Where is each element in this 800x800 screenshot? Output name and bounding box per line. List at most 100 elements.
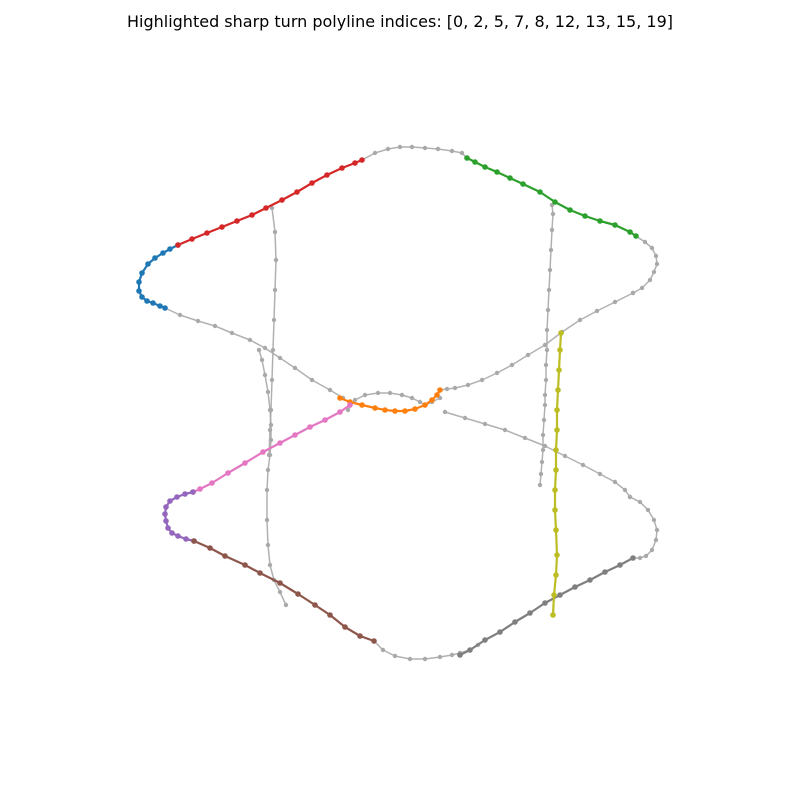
polyline-point	[437, 387, 443, 393]
polyline-point	[295, 591, 301, 597]
polyline-point	[190, 489, 196, 495]
polyline-point	[647, 277, 653, 283]
polyline-point	[546, 287, 552, 293]
polyline-point	[309, 377, 315, 383]
polyline-point	[654, 261, 660, 267]
polyline-point	[162, 305, 168, 311]
polyline-point	[552, 507, 558, 513]
polyline-point	[169, 530, 175, 536]
polyline-point	[234, 218, 240, 224]
polyline-point	[145, 261, 151, 267]
polyline-point	[339, 165, 345, 171]
highlighted-polyline-18	[457, 555, 636, 658]
polyline-point	[494, 370, 500, 376]
polyline-point	[209, 480, 215, 486]
polyline-point	[572, 584, 578, 590]
polyline-point	[553, 527, 559, 533]
polyline-point	[267, 562, 273, 568]
polyline-point	[249, 212, 255, 218]
polyline-point	[380, 647, 386, 653]
polyline-point	[269, 205, 275, 211]
polyline-point	[204, 230, 210, 236]
polyline-point	[322, 417, 328, 423]
polyline-point	[229, 330, 235, 336]
polyline-point	[409, 395, 415, 401]
polyline-point	[442, 409, 448, 415]
polyline-point	[649, 245, 655, 251]
polyline-point	[429, 397, 435, 403]
polyline-point	[283, 602, 289, 608]
polyline-point	[139, 270, 145, 276]
polyline-point	[557, 347, 563, 353]
polyline-point	[265, 467, 271, 473]
polyline-point	[409, 144, 415, 150]
polyline-point	[582, 213, 588, 219]
polyline-point	[543, 377, 549, 383]
polyline-point	[272, 229, 278, 235]
polyline-point	[502, 427, 508, 433]
polyline-point	[547, 267, 553, 273]
polyline-point	[270, 347, 276, 353]
polyline-point	[260, 449, 266, 455]
polyline-point	[167, 246, 173, 252]
polyline-point	[651, 269, 657, 275]
polyline-point	[525, 352, 531, 358]
polyline-point	[212, 323, 218, 329]
polyline-point	[562, 453, 568, 459]
polyline-point	[372, 150, 378, 156]
background-polyline-4	[345, 390, 443, 413]
polyline-point	[195, 318, 201, 324]
polyline-point	[612, 222, 618, 228]
polyline-point	[434, 392, 440, 398]
polyline-point	[542, 443, 548, 449]
background-polyline-1	[630, 233, 660, 296]
polyline-path	[258, 349, 287, 606]
polyline-point	[267, 452, 273, 458]
background-polyline-9	[266, 205, 279, 458]
polyline-point	[537, 189, 543, 195]
polyline-point	[459, 150, 465, 156]
polyline-point	[577, 317, 583, 323]
polyline-point	[242, 460, 248, 466]
polyline-point	[627, 494, 633, 500]
polyline-point	[444, 386, 450, 392]
polyline-point	[520, 181, 526, 187]
polyline-point	[554, 427, 560, 433]
polyline-point	[509, 362, 515, 368]
highlighted-polyline-11	[136, 242, 181, 311]
polyline-point	[643, 553, 649, 559]
polyline-point	[651, 517, 657, 523]
polyline-point	[402, 408, 408, 414]
polyline-point	[472, 159, 478, 165]
polyline-point	[387, 390, 393, 396]
polyline-path	[444, 411, 631, 498]
polyline-point	[269, 377, 275, 383]
polyline-point	[177, 312, 183, 318]
highlighted-polyline-17	[191, 538, 377, 644]
polyline-point	[612, 479, 618, 485]
polyline-point	[540, 432, 546, 438]
polyline-point	[542, 342, 548, 348]
polyline-point	[550, 211, 556, 217]
polyline-point	[541, 417, 547, 423]
polyline-point	[262, 345, 268, 351]
polyline-point	[527, 610, 533, 616]
polyline-point	[167, 498, 173, 504]
polyline-point	[362, 392, 368, 398]
polyline-point	[175, 242, 181, 248]
polyline-point	[219, 224, 225, 230]
polyline-point	[553, 572, 559, 578]
polyline-point	[182, 491, 188, 497]
polyline-point	[337, 409, 343, 415]
polyline-point	[136, 288, 142, 294]
polyline-point	[552, 487, 558, 493]
polyline-point	[163, 518, 169, 524]
polyline-path	[361, 146, 468, 161]
polyline-point	[357, 633, 363, 639]
polyline-point	[264, 487, 270, 493]
polyline-point	[550, 612, 556, 618]
polyline-point	[417, 399, 423, 405]
polyline-point	[622, 487, 628, 493]
polyline-point	[630, 290, 636, 296]
polyline-point	[347, 402, 353, 408]
